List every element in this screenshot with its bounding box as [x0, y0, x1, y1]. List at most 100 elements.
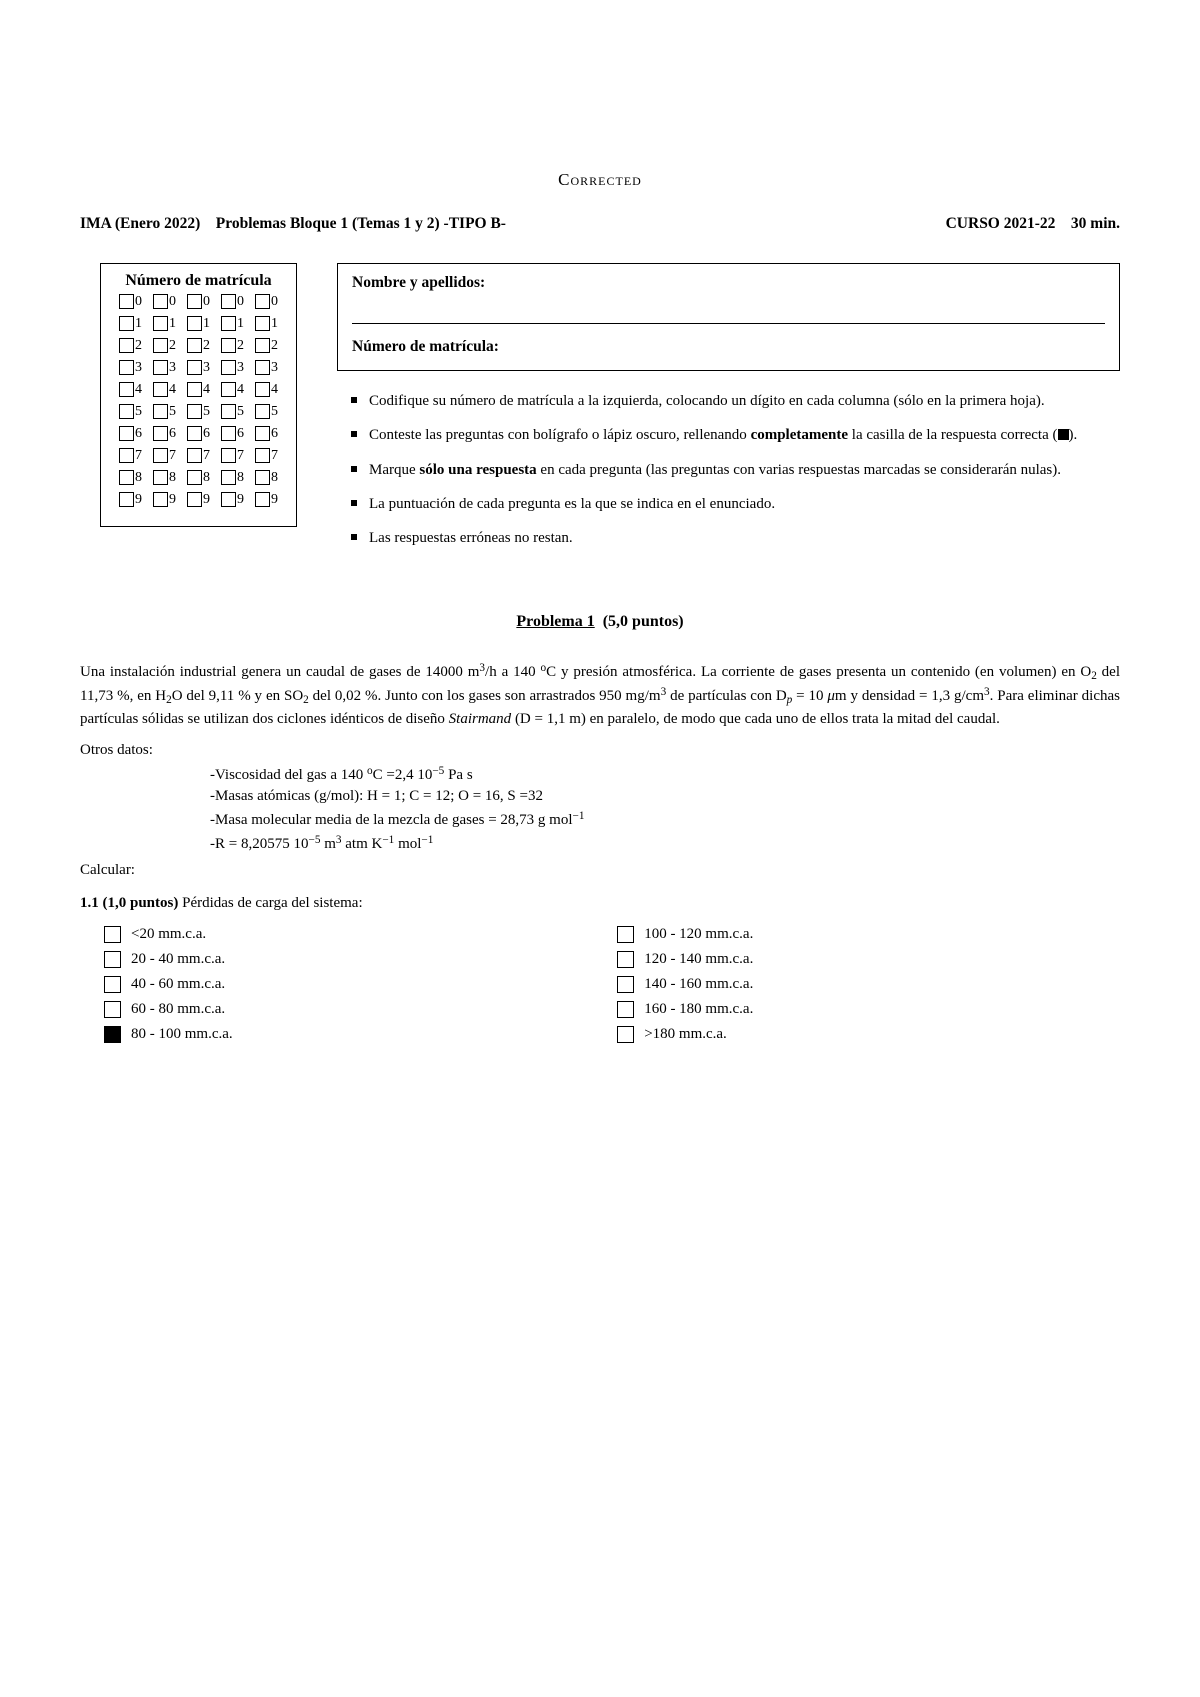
digit-checkbox[interactable]	[187, 426, 202, 441]
digit-checkbox[interactable]	[255, 448, 270, 463]
digit-cell[interactable]: 5	[221, 404, 244, 419]
digit-checkbox[interactable]	[187, 382, 202, 397]
answer-checkbox[interactable]	[617, 1026, 634, 1043]
digit-checkbox[interactable]	[255, 338, 270, 353]
digit-checkbox[interactable]	[255, 426, 270, 441]
digit-cell[interactable]: 1	[119, 316, 142, 331]
digit-checkbox[interactable]	[187, 404, 202, 419]
digit-checkbox[interactable]	[187, 338, 202, 353]
digit-checkbox[interactable]	[221, 338, 236, 353]
digit-checkbox[interactable]	[221, 470, 236, 485]
answer-option[interactable]: 60 - 80 mm.c.a.	[80, 1001, 579, 1018]
digit-cell[interactable]: 0	[153, 294, 176, 309]
digit-checkbox[interactable]	[221, 294, 236, 309]
digit-checkbox[interactable]	[255, 470, 270, 485]
digit-cell[interactable]: 8	[119, 470, 142, 485]
digit-checkbox[interactable]	[119, 294, 134, 309]
digit-cell[interactable]: 9	[221, 492, 244, 507]
digit-cell[interactable]: 3	[153, 360, 176, 375]
digit-checkbox[interactable]	[221, 448, 236, 463]
digit-cell[interactable]: 6	[187, 426, 210, 441]
digit-cell[interactable]: 8	[153, 470, 176, 485]
answer-option[interactable]: 40 - 60 mm.c.a.	[80, 976, 579, 993]
digit-cell[interactable]: 8	[221, 470, 244, 485]
digit-cell[interactable]: 9	[187, 492, 210, 507]
digit-checkbox[interactable]	[153, 426, 168, 441]
answer-checkbox[interactable]	[104, 926, 121, 943]
answer-option[interactable]: 80 - 100 mm.c.a.	[80, 1026, 579, 1043]
digit-checkbox[interactable]	[119, 470, 134, 485]
digit-cell[interactable]: 9	[255, 492, 278, 507]
digit-cell[interactable]: 9	[153, 492, 176, 507]
answer-checkbox[interactable]	[617, 1001, 634, 1018]
digit-cell[interactable]: 6	[221, 426, 244, 441]
digit-cell[interactable]: 4	[221, 382, 244, 397]
digit-checkbox[interactable]	[255, 316, 270, 331]
answer-option[interactable]: 120 - 140 mm.c.a.	[593, 951, 1078, 968]
digit-cell[interactable]: 1	[153, 316, 176, 331]
name-line[interactable]	[352, 296, 1105, 324]
answer-option[interactable]: 20 - 40 mm.c.a.	[80, 951, 579, 968]
digit-cell[interactable]: 0	[119, 294, 142, 309]
digit-checkbox[interactable]	[119, 426, 134, 441]
digit-cell[interactable]: 9	[119, 492, 142, 507]
digit-cell[interactable]: 5	[187, 404, 210, 419]
digit-checkbox[interactable]	[221, 382, 236, 397]
digit-cell[interactable]: 7	[153, 448, 176, 463]
digit-cell[interactable]: 7	[119, 448, 142, 463]
answer-option[interactable]: 160 - 180 mm.c.a.	[593, 1001, 1078, 1018]
digit-cell[interactable]: 8	[187, 470, 210, 485]
digit-checkbox[interactable]	[119, 404, 134, 419]
digit-cell[interactable]: 3	[119, 360, 142, 375]
digit-checkbox[interactable]	[153, 294, 168, 309]
digit-checkbox[interactable]	[119, 382, 134, 397]
answer-checkbox[interactable]	[104, 1001, 121, 1018]
digit-checkbox[interactable]	[153, 382, 168, 397]
digit-checkbox[interactable]	[221, 360, 236, 375]
answer-checkbox[interactable]	[617, 926, 634, 943]
answer-option[interactable]: >180 mm.c.a.	[593, 1026, 1078, 1043]
digit-checkbox[interactable]	[255, 382, 270, 397]
digit-checkbox[interactable]	[221, 404, 236, 419]
digit-checkbox[interactable]	[255, 360, 270, 375]
digit-cell[interactable]: 5	[255, 404, 278, 419]
digit-cell[interactable]: 8	[255, 470, 278, 485]
digit-checkbox[interactable]	[153, 404, 168, 419]
digit-cell[interactable]: 6	[153, 426, 176, 441]
digit-cell[interactable]: 2	[119, 338, 142, 353]
digit-checkbox[interactable]	[119, 338, 134, 353]
digit-checkbox[interactable]	[119, 492, 134, 507]
digit-cell[interactable]: 3	[255, 360, 278, 375]
digit-cell[interactable]: 4	[255, 382, 278, 397]
digit-cell[interactable]: 2	[187, 338, 210, 353]
digit-cell[interactable]: 1	[187, 316, 210, 331]
digit-checkbox[interactable]	[119, 360, 134, 375]
digit-checkbox[interactable]	[153, 470, 168, 485]
answer-checkbox[interactable]	[617, 951, 634, 968]
digit-cell[interactable]: 1	[255, 316, 278, 331]
digit-checkbox[interactable]	[255, 492, 270, 507]
digit-checkbox[interactable]	[255, 294, 270, 309]
digit-checkbox[interactable]	[153, 492, 168, 507]
digit-checkbox[interactable]	[153, 360, 168, 375]
answer-option[interactable]: <20 mm.c.a.	[80, 926, 579, 943]
digit-cell[interactable]: 6	[119, 426, 142, 441]
digit-checkbox[interactable]	[187, 492, 202, 507]
digit-checkbox[interactable]	[187, 294, 202, 309]
digit-cell[interactable]: 0	[221, 294, 244, 309]
digit-cell[interactable]: 3	[221, 360, 244, 375]
answer-checkbox[interactable]	[617, 976, 634, 993]
digit-cell[interactable]: 7	[187, 448, 210, 463]
digit-cell[interactable]: 4	[119, 382, 142, 397]
digit-checkbox[interactable]	[221, 426, 236, 441]
digit-checkbox[interactable]	[187, 360, 202, 375]
digit-cell[interactable]: 7	[255, 448, 278, 463]
digit-checkbox[interactable]	[221, 492, 236, 507]
digit-cell[interactable]: 2	[153, 338, 176, 353]
digit-cell[interactable]: 1	[221, 316, 244, 331]
digit-cell[interactable]: 3	[187, 360, 210, 375]
answer-checkbox[interactable]	[104, 976, 121, 993]
digit-checkbox[interactable]	[221, 316, 236, 331]
answer-option[interactable]: 100 - 120 mm.c.a.	[593, 926, 1078, 943]
digit-checkbox[interactable]	[119, 316, 134, 331]
